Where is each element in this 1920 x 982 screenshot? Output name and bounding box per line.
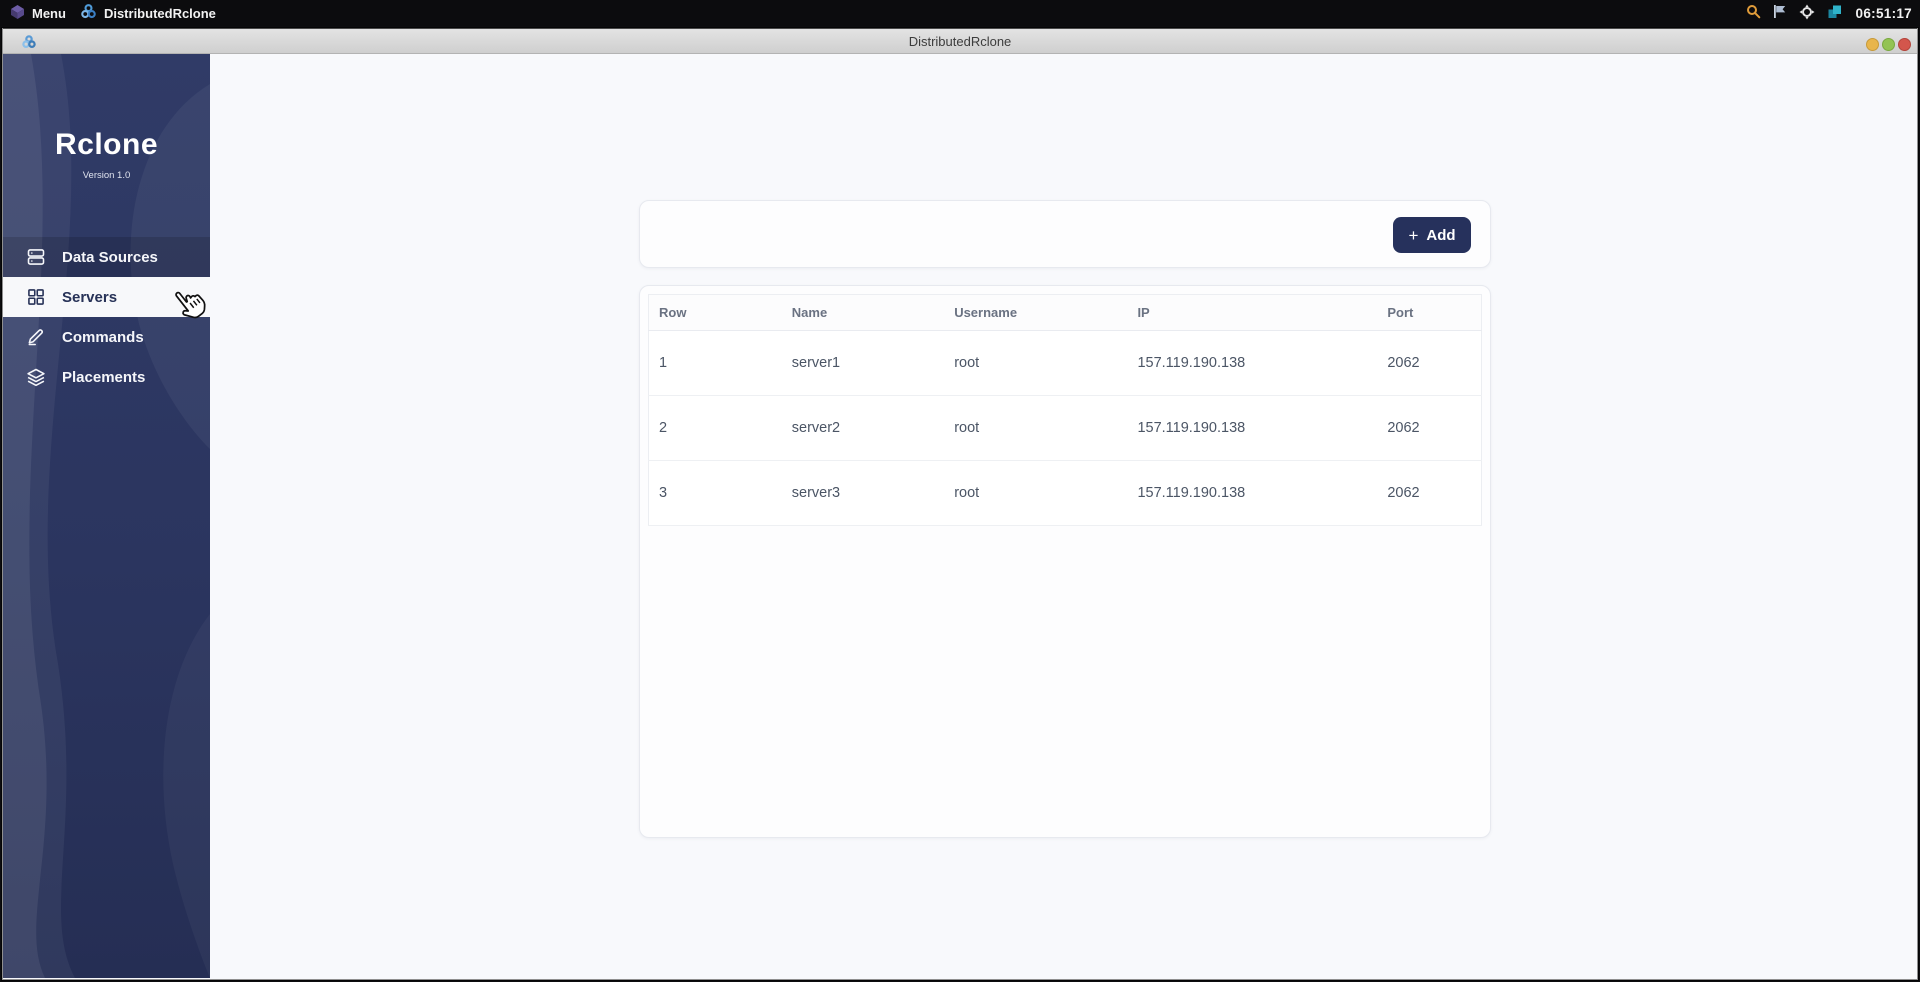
- column-header-port: Port: [1377, 294, 1482, 331]
- sidebar-item-label: Commands: [62, 328, 144, 346]
- window-titlebar[interactable]: DistributedRclone: [3, 28, 1917, 54]
- sidebar-item-placements[interactable]: Placements: [3, 357, 210, 397]
- layers-icon: [26, 367, 46, 387]
- table-row[interactable]: 1 server1 root 157.119.190.138 2062: [648, 330, 1482, 396]
- sidebar-item-label: Data Sources: [62, 248, 158, 266]
- database-icon: [26, 247, 46, 267]
- sidebar-nav: Data Sources Servers: [3, 237, 210, 397]
- pencil-icon: [26, 327, 46, 347]
- servers-table: Row Name Username IP Port 1 server1 root: [648, 294, 1482, 526]
- cell-ip: 157.119.190.138: [1127, 330, 1378, 396]
- cell-name: server2: [781, 395, 945, 461]
- sidebar-item-commands[interactable]: Commands: [3, 317, 210, 357]
- grid-icon: [26, 287, 46, 307]
- add-server-button[interactable]: + Add: [1393, 217, 1471, 253]
- active-app-menu[interactable]: DistributedRclone: [80, 3, 216, 23]
- column-header-ip: IP: [1127, 294, 1378, 331]
- cell-row: 3: [648, 460, 782, 526]
- cell-name: server1: [781, 330, 945, 396]
- close-button[interactable]: [1898, 38, 1911, 51]
- cell-name: server3: [781, 460, 945, 526]
- table-header-row: Row Name Username IP Port: [648, 294, 1482, 331]
- table-row[interactable]: 2 server2 root 157.119.190.138 2062: [648, 395, 1482, 461]
- app-logo: Rclone: [54, 128, 159, 161]
- toolbar-card: + Add: [639, 200, 1491, 268]
- mouse-cursor-hand: [165, 278, 217, 332]
- maximize-button[interactable]: [1882, 38, 1895, 51]
- sidebar: Rclone Version 1.0 Data Sources: [3, 54, 210, 978]
- servers-table-card: Row Name Username IP Port 1 server1 root: [639, 285, 1491, 838]
- cell-port: 2062: [1377, 330, 1482, 396]
- app-window: DistributedRclone Rclone Version 1.0: [2, 28, 1918, 980]
- sidebar-item-data-sources[interactable]: Data Sources: [3, 237, 210, 277]
- cell-ip: 157.119.190.138: [1127, 460, 1378, 526]
- sidebar-item-servers[interactable]: Servers: [3, 277, 210, 317]
- column-header-username: Username: [944, 294, 1128, 331]
- column-header-name: Name: [781, 294, 945, 331]
- cell-username: root: [944, 330, 1128, 396]
- clipboard-icon[interactable]: [1827, 4, 1842, 23]
- table-row[interactable]: 3 server3 root 157.119.190.138 2062: [648, 460, 1482, 526]
- cell-ip: 157.119.190.138: [1127, 395, 1378, 461]
- system-menu[interactable]: Menu: [10, 4, 66, 23]
- app-menu-label: DistributedRclone: [103, 5, 216, 21]
- system-tray: [1746, 4, 1842, 23]
- cube-icon: [10, 4, 25, 23]
- cell-username: root: [944, 395, 1128, 461]
- menu-label: Menu: [32, 5, 66, 21]
- cell-port: 2062: [1377, 395, 1482, 461]
- main-panel: + Add Row Name Username IP: [210, 54, 1917, 978]
- minimize-button[interactable]: [1866, 38, 1879, 51]
- system-clock: 06:51:17: [1855, 5, 1912, 21]
- window-title: DistributedRclone: [908, 33, 1012, 49]
- sidebar-item-label: Placements: [62, 368, 146, 386]
- search-icon[interactable]: [1746, 4, 1761, 22]
- rclone-cloud-icon: [21, 34, 37, 55]
- cell-row: 2: [648, 395, 782, 461]
- system-menubar: Menu DistributedRclone: [0, 0, 1920, 26]
- cell-row: 1: [648, 330, 782, 396]
- column-header-row: Row: [648, 294, 782, 331]
- app-version: Version 1.0: [82, 170, 131, 181]
- cell-port: 2062: [1377, 460, 1482, 526]
- status-icon[interactable]: [1799, 4, 1815, 23]
- sidebar-swirl-decoration: [3, 54, 210, 978]
- plus-icon: +: [1408, 225, 1419, 245]
- flag-icon[interactable]: [1773, 4, 1787, 22]
- rclone-knot-icon: [80, 3, 97, 23]
- sidebar-item-label: Servers: [62, 288, 118, 306]
- cell-username: root: [944, 460, 1128, 526]
- add-button-label: Add: [1426, 226, 1456, 244]
